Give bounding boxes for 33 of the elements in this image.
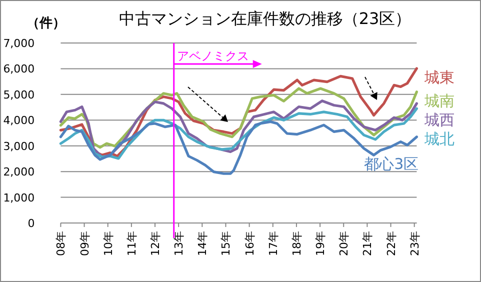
y-tick-label: 0 (28, 217, 35, 230)
x-tick-label: 21年 (361, 231, 374, 256)
x-tick-label: 15年 (220, 231, 233, 256)
x-tick-label: 19年 (314, 231, 328, 256)
x-tick-label: 11年 (125, 231, 138, 256)
y-tick-label: 5,000 (3, 88, 35, 102)
x-tick-label: 14年 (196, 231, 210, 256)
series-label: 城西 (424, 110, 455, 129)
x-tick-label: 18年 (290, 231, 304, 256)
ref-line-label: アベノミクス (176, 49, 249, 63)
x-tick-label: 10年 (102, 231, 115, 256)
x-tick-label: 16年 (243, 231, 256, 256)
x-tick-label: 22年 (384, 231, 398, 256)
chart-title: 中古マンション在庫件数の推移（23区） (118, 9, 412, 28)
y-axis-title: （件） (26, 16, 66, 31)
y-tick-label: 2,000 (3, 166, 35, 179)
series-label: 城北 (424, 130, 455, 148)
x-tick-label: 12年 (149, 231, 162, 256)
series-label: 都心3区 (364, 154, 419, 173)
y-tick-label: 6,000 (3, 62, 35, 76)
x-tick-label: 20年 (338, 231, 351, 256)
y-tick-label: 1,000 (3, 191, 35, 204)
y-tick-label: 3,000 (3, 140, 35, 153)
y-tick-label: 4,000 (3, 114, 35, 128)
series-label: 城東 (424, 68, 455, 86)
x-tick-label: 17年 (266, 231, 280, 256)
x-tick-label: 08年 (54, 231, 68, 256)
series-label: 城南 (424, 92, 455, 110)
y-tick-label: 7,000 (3, 37, 35, 50)
line-series (59, 120, 418, 175)
x-tick-label: 13年 (172, 231, 186, 256)
x-tick-label: 23年 (408, 231, 422, 256)
x-tick-label: 09年 (78, 231, 92, 256)
